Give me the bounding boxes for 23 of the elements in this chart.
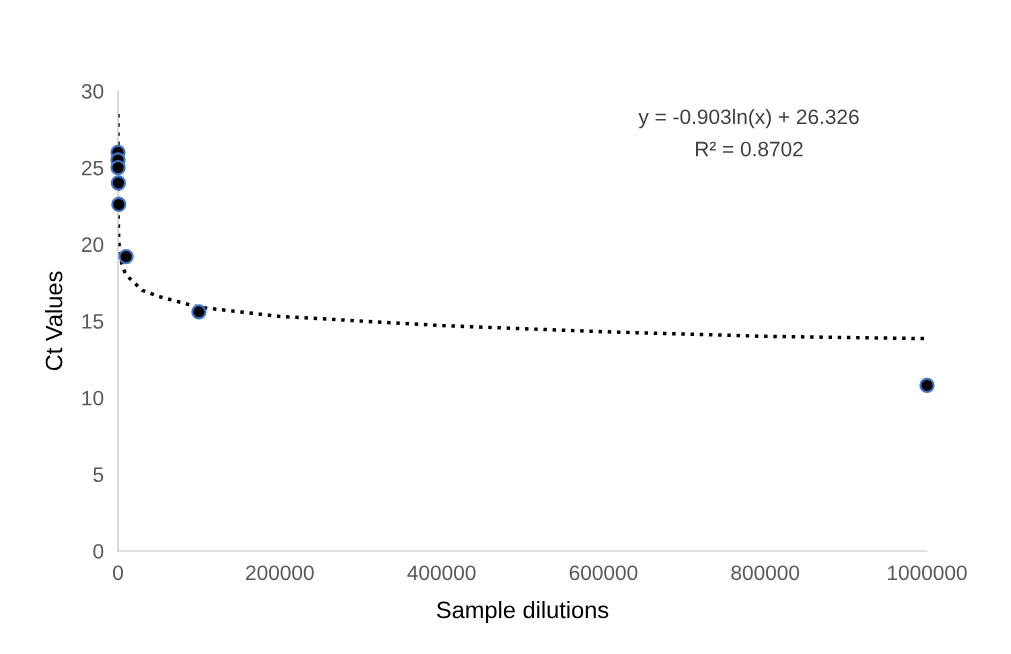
x-tick-label: 0 (113, 565, 123, 581)
y-tick-label: 0 (93, 544, 104, 559)
y-tick-label: 5 (93, 467, 104, 483)
annotation: y = -0.903ln(x) + 26.326 (638, 108, 859, 129)
y-tick-label: 25 (81, 160, 104, 176)
x-tick-label: 200000 (246, 565, 314, 581)
point (919, 377, 935, 394)
y-tick-label: 10 (82, 390, 104, 406)
point (110, 175, 127, 191)
point (191, 304, 207, 320)
y-axis-title: Ct Values (45, 271, 63, 371)
x-tick-label: 1000000 (888, 565, 967, 581)
point (111, 196, 127, 213)
x-tick-label: 600000 (569, 565, 638, 581)
point (118, 248, 134, 265)
y-tick-label: 20 (81, 237, 104, 253)
x-tick-label: 400000 (407, 565, 476, 581)
annotation: R² = 0.8702 (696, 141, 803, 157)
y-tick-label: 15 (82, 314, 104, 329)
point (110, 160, 126, 176)
x-axis-title: Sample dilutions (436, 600, 609, 623)
x-tick-label: 800000 (731, 565, 800, 581)
y-tick-label: 30 (81, 84, 104, 99)
